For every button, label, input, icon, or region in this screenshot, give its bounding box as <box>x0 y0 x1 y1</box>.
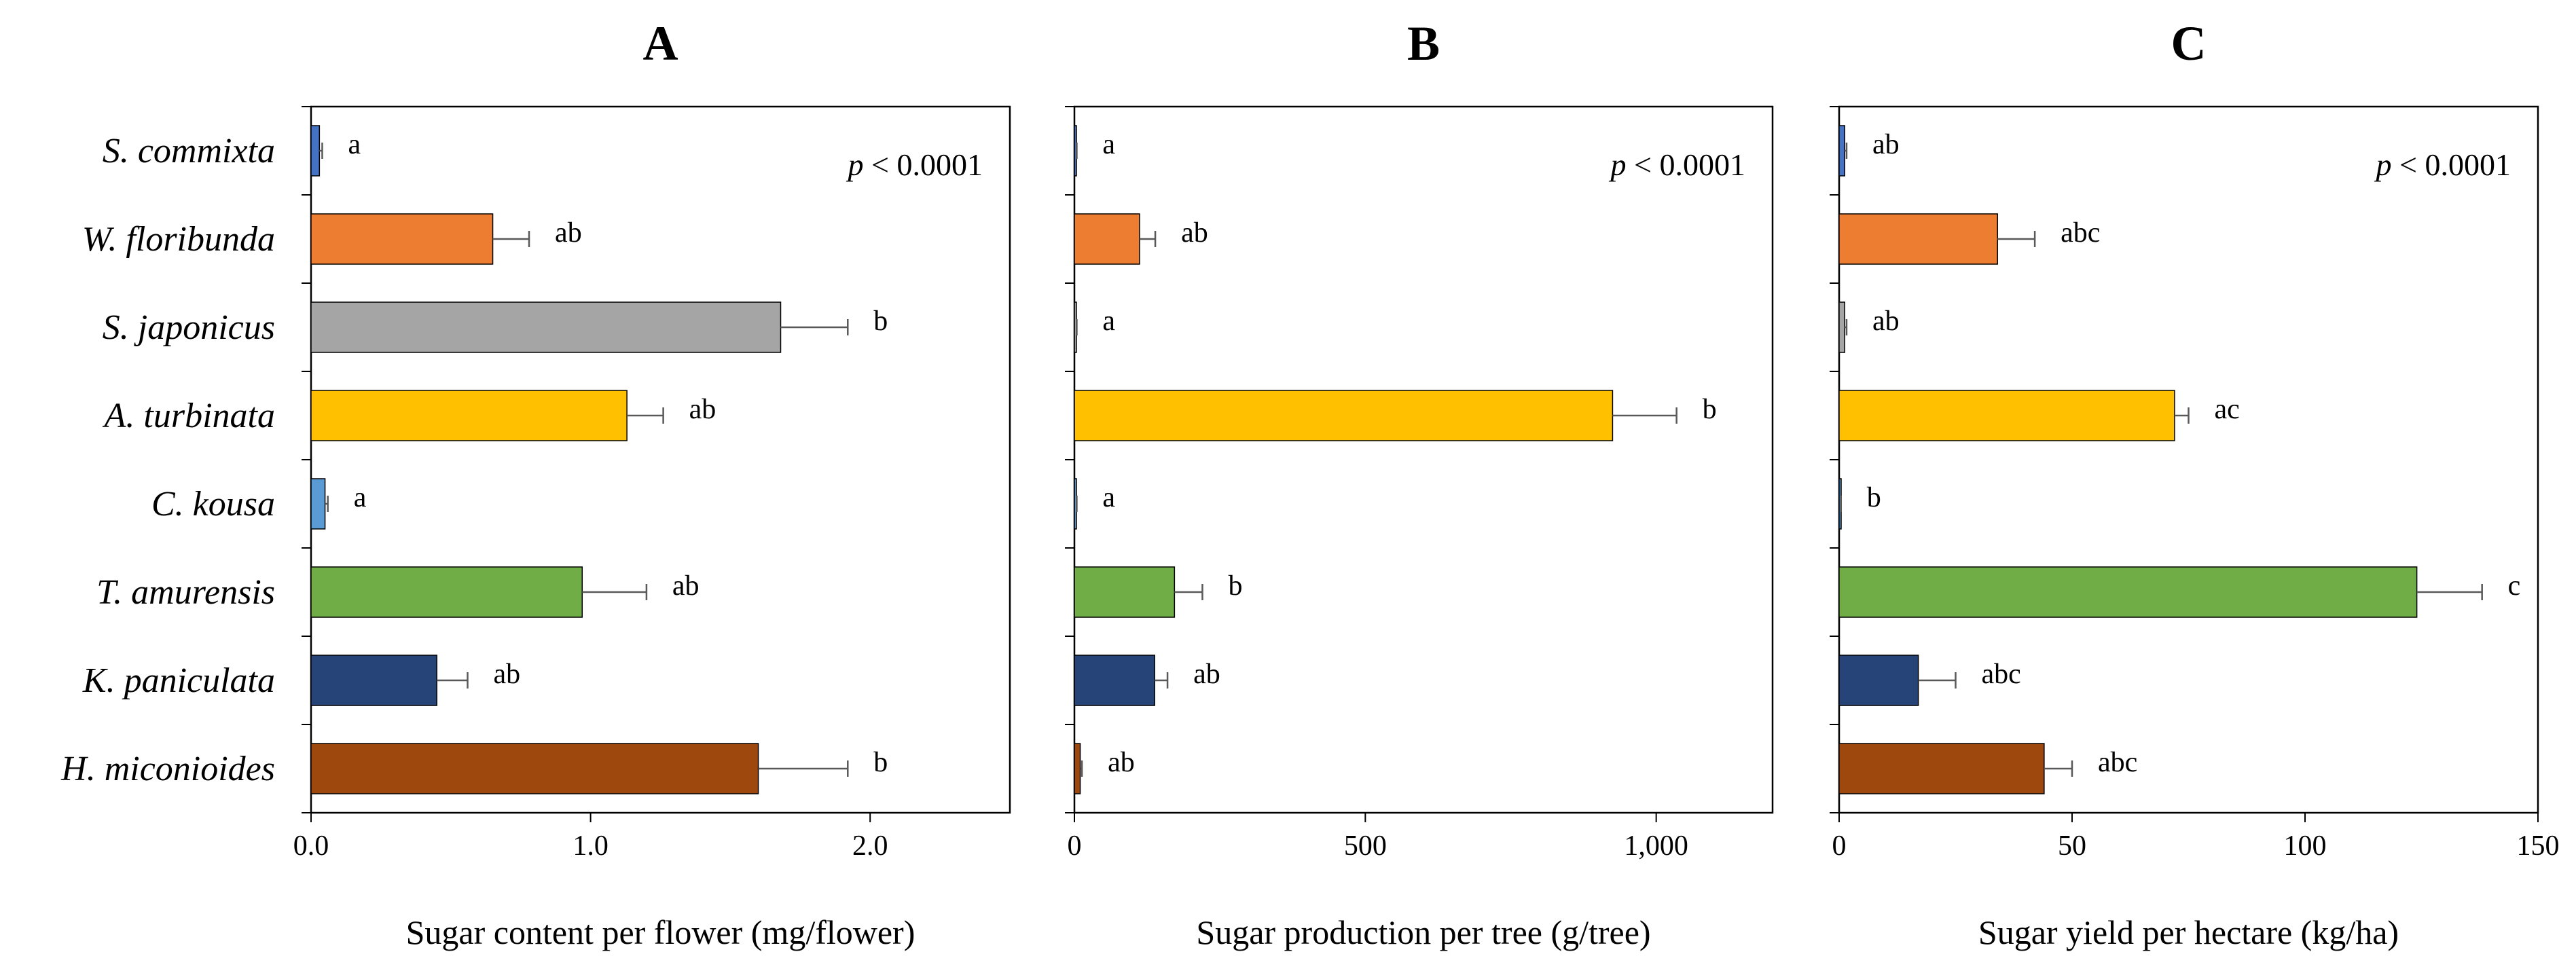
panel-c: C 0 50 100 150 Sugar yield per hectare (kg/ha… <box>1830 16 2560 951</box>
significance-letter: ab <box>689 394 716 425</box>
p-value-text: < 0.0001 <box>1627 147 1745 182</box>
bar <box>1838 301 1845 353</box>
significance-letter: ab <box>1872 306 1900 337</box>
significance-letter: ab <box>555 217 582 249</box>
x-tick-label: 1,000 <box>1624 830 1688 862</box>
x-tick-label: 0 <box>1068 830 1082 862</box>
significance-letter: ab <box>1193 659 1220 690</box>
x-tick-label: 1.0 <box>573 830 609 862</box>
bar <box>1838 125 1845 177</box>
significance-letter: abc <box>1982 659 2021 690</box>
significance-letter: abc <box>2061 217 2100 249</box>
panel-b: B 0 500 1,000 Sugar production per tree (g/t… <box>1065 16 1774 951</box>
p-value-label: p < 0.0001 <box>1609 147 1745 182</box>
bar <box>310 213 494 265</box>
species-label: S. commixta <box>103 132 275 170</box>
panel-title: C <box>2171 16 2207 71</box>
species-labels: S. commixta W. floribunda S. japonicus A. t… <box>60 132 275 788</box>
species-label: T. amurensis <box>96 573 275 612</box>
p-value-text: < 0.0001 <box>864 147 983 182</box>
x-tick-label: 2.0 <box>852 830 888 862</box>
bar <box>1074 655 1155 706</box>
bar <box>1074 566 1176 618</box>
bar <box>1838 566 2418 618</box>
x-axis-label: Sugar yield per hectare (kg/ha) <box>1978 913 2399 951</box>
x-tick-label: 100 <box>2284 830 2327 862</box>
significance-letter: c <box>2508 570 2521 602</box>
panels: A 0.0 1.0 2.0 Sugar content per flower (mg/f… <box>293 16 2560 951</box>
x-tick-label: 500 <box>1344 830 1387 862</box>
bar <box>310 125 321 177</box>
x-axis-label: Sugar production per tree (g/tree) <box>1196 913 1650 951</box>
species-label: S. japonicus <box>103 308 275 347</box>
significance-letter: abc <box>2098 747 2137 778</box>
significance-letter: b <box>873 306 888 337</box>
p-value-symbol: p <box>2374 147 2392 182</box>
significance-letter: a <box>1102 482 1115 513</box>
species-label: W. floribunda <box>82 220 275 259</box>
species-label: H. miconioides <box>60 750 275 788</box>
panel-a: A 0.0 1.0 2.0 Sugar content per flower (mg/f… <box>293 16 1011 951</box>
bar <box>1074 390 1614 441</box>
p-value-symbol: p <box>1609 147 1627 182</box>
bar <box>310 390 628 441</box>
bar <box>1838 390 2175 441</box>
significance-letter: ab <box>1108 747 1135 778</box>
significance-letter: a <box>1102 129 1115 160</box>
p-value-text: < 0.0001 <box>2392 147 2511 182</box>
x-tick-label: 0.0 <box>293 830 329 862</box>
significance-letter: b <box>873 747 888 778</box>
significance-letter: b <box>1867 482 1881 513</box>
species-label: C. kousa <box>151 485 275 524</box>
bar <box>1074 743 1081 794</box>
species-label: K. paniculata <box>82 661 275 700</box>
bar <box>310 478 326 530</box>
bar <box>1838 743 2045 794</box>
significance-letter: ab <box>493 659 520 690</box>
plot-frame <box>310 105 1011 814</box>
significance-letter: b <box>1228 570 1242 602</box>
significance-letter: a <box>354 482 367 513</box>
bar <box>310 655 437 706</box>
panel-title: B <box>1407 16 1440 71</box>
significance-letter: ac <box>2215 394 2240 425</box>
plot-frame <box>1073 105 1774 814</box>
significance-letter: ab <box>672 570 700 602</box>
significance-letter: b <box>1703 394 1717 425</box>
x-tick-label: 0 <box>1832 830 1847 862</box>
bar <box>1838 655 1919 706</box>
p-value-symbol: p <box>846 147 864 182</box>
bar <box>1838 213 1998 265</box>
significance-letter: a <box>1102 306 1115 337</box>
significance-letter: ab <box>1181 217 1208 249</box>
bar <box>310 301 782 353</box>
bar <box>310 566 583 618</box>
bar <box>310 743 759 794</box>
species-label: A. turbinata <box>103 397 275 435</box>
p-value-label: p < 0.0001 <box>2374 147 2511 182</box>
x-axis-label: Sugar content per flower (mg/flower) <box>406 913 915 951</box>
plot-frame <box>1838 105 2539 814</box>
significance-letter: ab <box>1872 129 1900 160</box>
significance-letter: a <box>348 129 361 160</box>
p-value-label: p < 0.0001 <box>846 147 983 182</box>
x-tick-label: 150 <box>2517 830 2560 862</box>
bar <box>1074 213 1140 265</box>
panel-title: A <box>643 16 678 71</box>
x-tick-label: 50 <box>2058 830 2086 862</box>
